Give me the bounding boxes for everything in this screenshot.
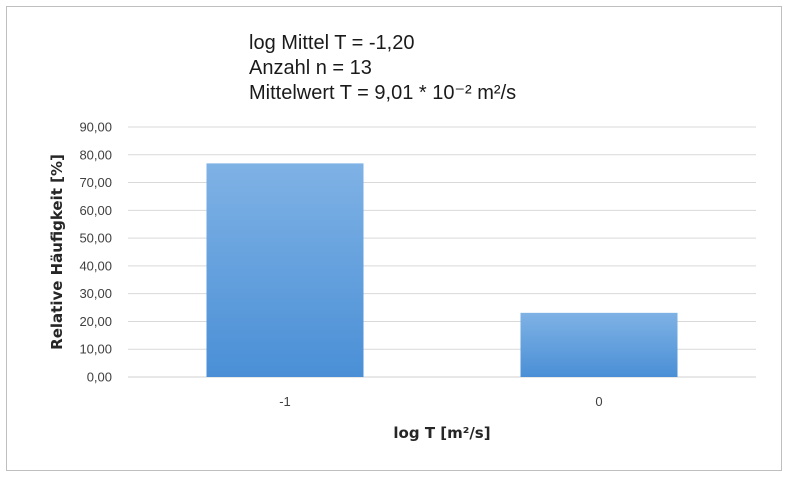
y-tick-label: 30,00	[79, 286, 112, 301]
y-tick-label: 70,00	[79, 175, 112, 190]
y-axis-title: Relative Häufigkeit [%]	[48, 154, 66, 350]
x-tick-label: 0	[595, 394, 602, 409]
y-tick-label: 60,00	[79, 203, 112, 218]
annotation-log-mean: log Mittel T = -1,20	[249, 32, 415, 54]
annotation-count: Anzahl n = 13	[249, 57, 372, 79]
y-tick-label: 20,00	[79, 314, 112, 329]
y-tick-label: 0,00	[87, 370, 112, 385]
bar	[520, 312, 678, 377]
x-tick-label: -1	[279, 394, 291, 409]
chart-annotations: log Mittel T = -1,20 Anzahl n = 13 Mitte…	[249, 31, 516, 106]
y-tick-label: 40,00	[79, 258, 112, 273]
annotation-mean-value: Mittelwert T = 9,01 * 10⁻² m²/s	[249, 82, 517, 104]
bars	[206, 163, 678, 377]
x-axis-title: log T [m²/s]	[393, 424, 490, 442]
bar	[206, 163, 364, 377]
y-tick-label: 90,00	[79, 120, 112, 135]
x-tick-labels: -1 0	[279, 394, 602, 409]
y-tick-labels: 0,00 10,00 20,00 30,00 40,00 50,00 60,00 70,00 8…	[79, 120, 112, 385]
y-tick-label: 80,00	[79, 147, 112, 162]
y-tick-label: 50,00	[79, 231, 112, 246]
y-tick-label: 10,00	[79, 342, 112, 357]
